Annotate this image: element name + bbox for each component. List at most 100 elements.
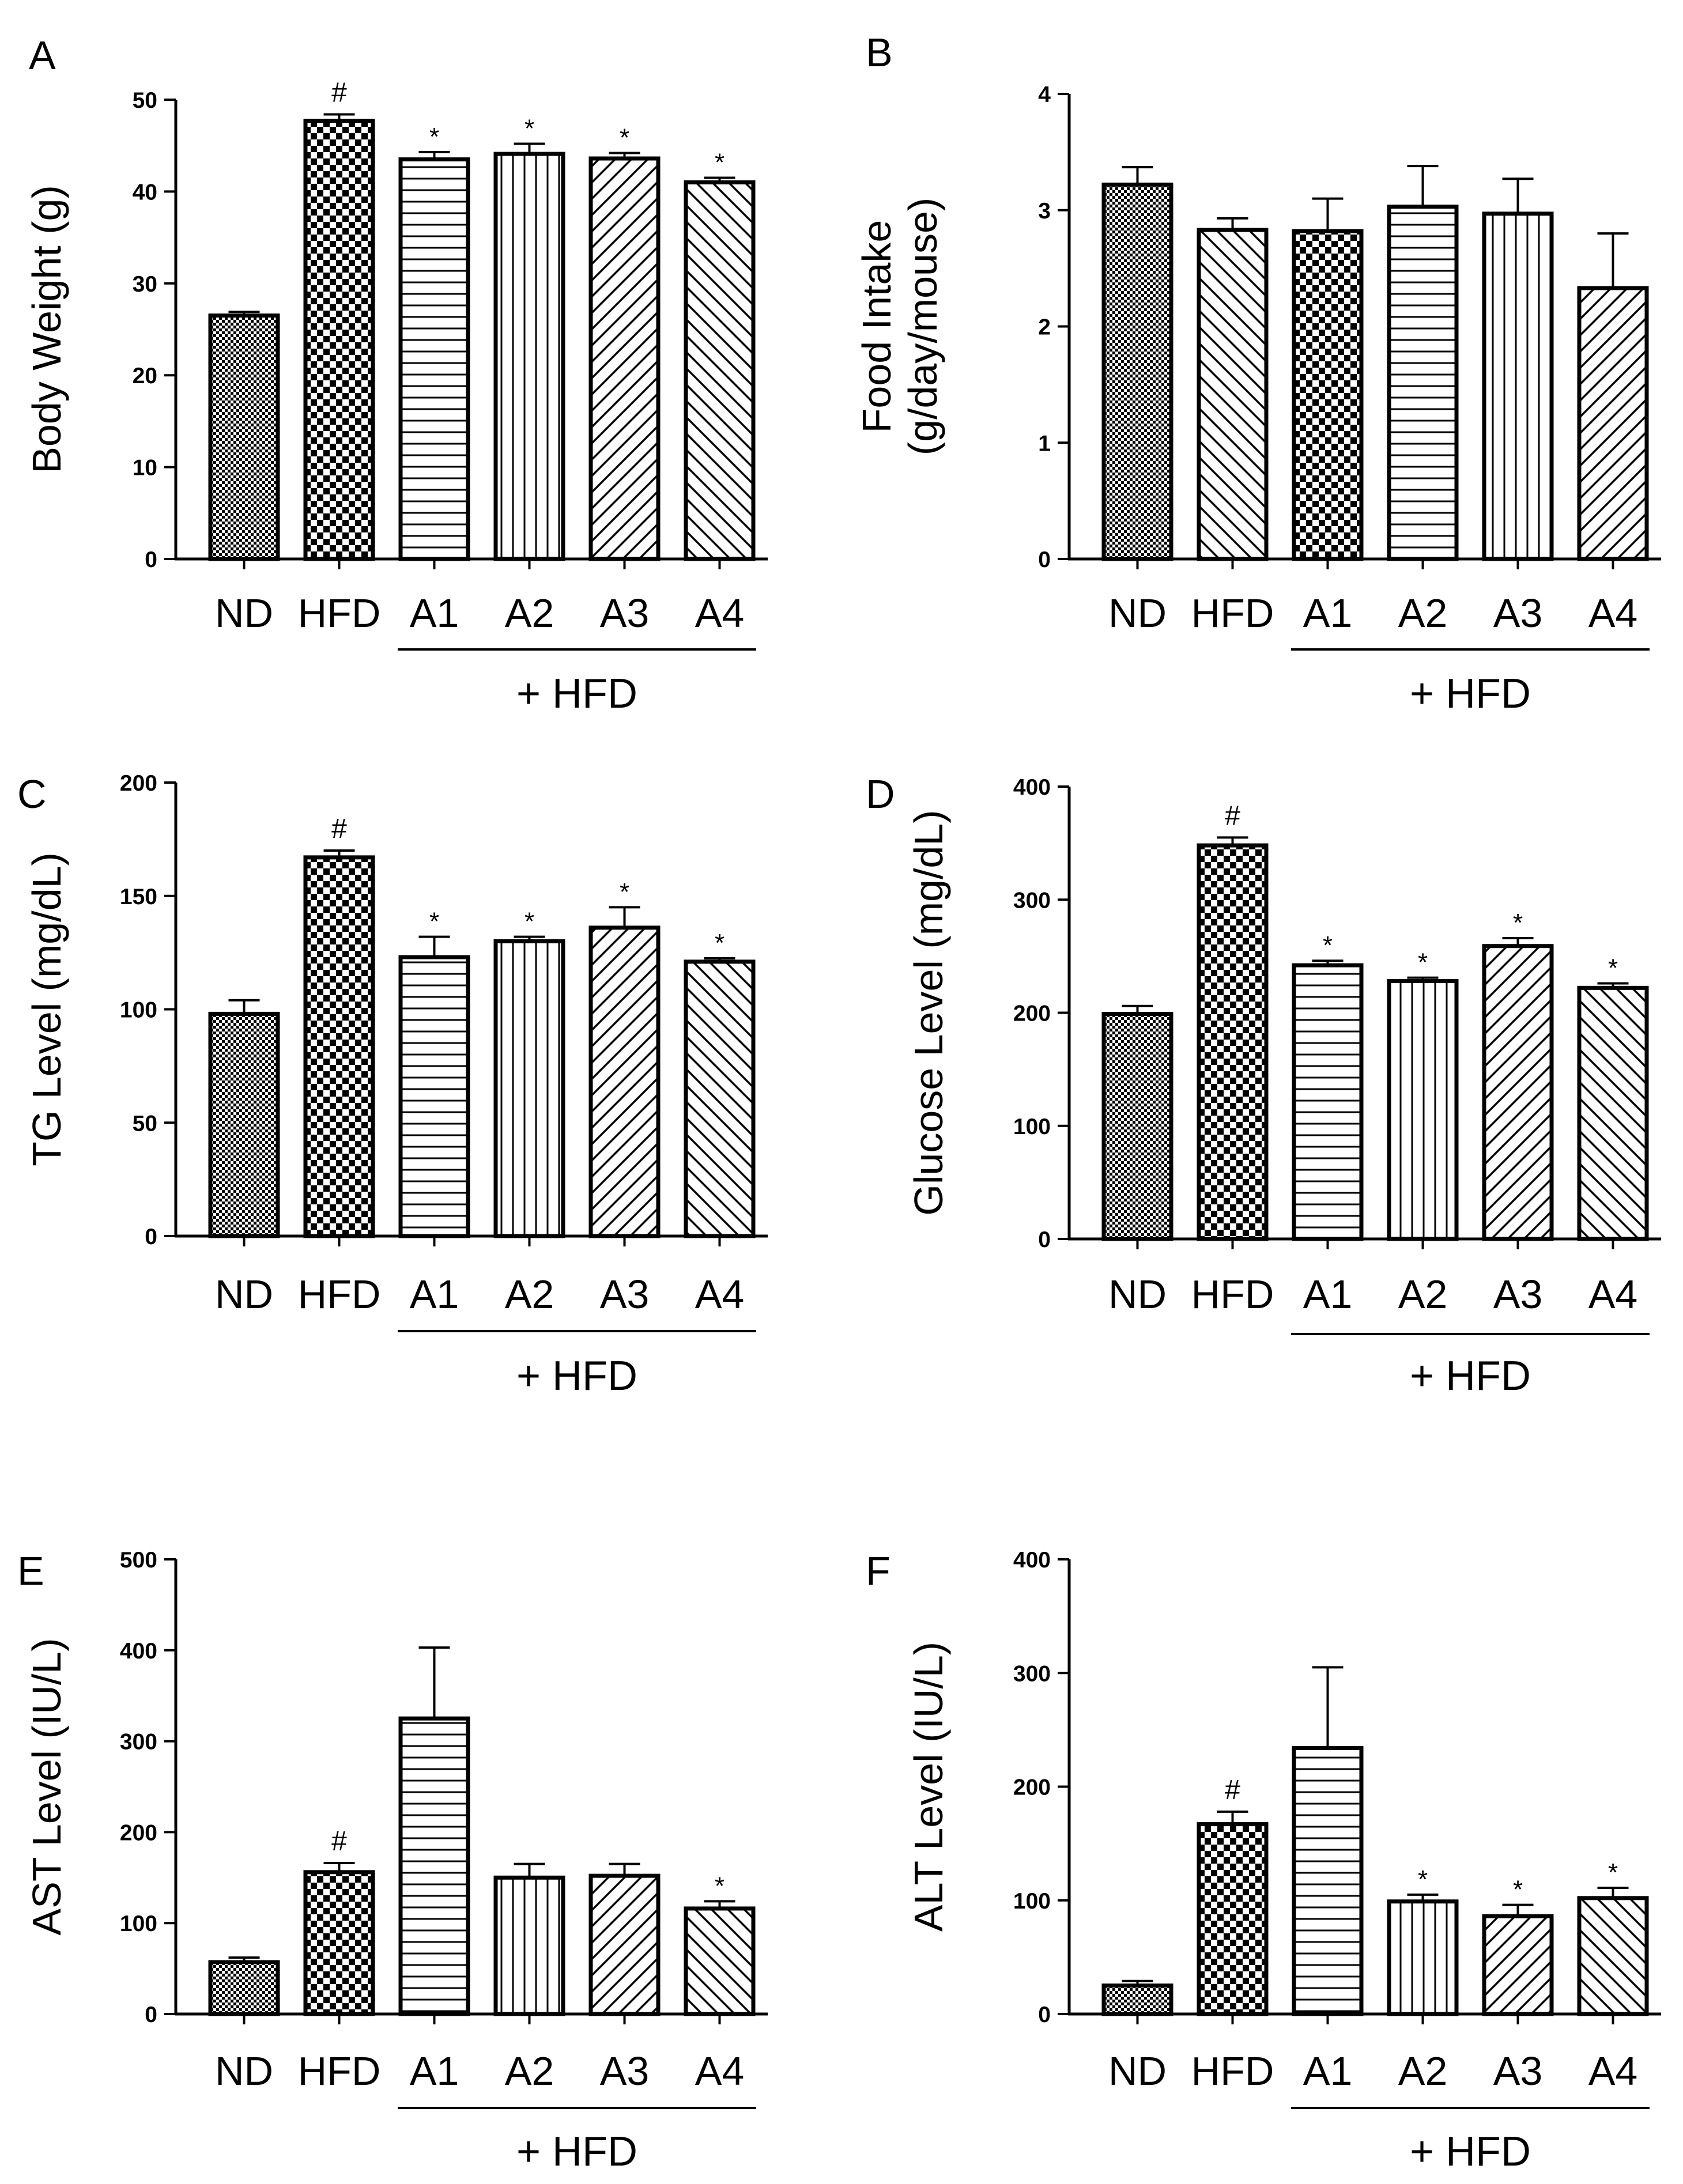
panel-c-xtick-nd: ND: [215, 1272, 273, 1317]
panel-c-ytick-100: 100: [120, 998, 157, 1023]
panel-a-ytick-20: 20: [133, 364, 157, 388]
panel-f-bar-a2: [1387, 1899, 1459, 2016]
panel-f-ytick-200: 200: [1013, 1775, 1051, 1800]
panel-b-group-label: + HFD: [1410, 671, 1531, 717]
panel-c-xtick-a1: A1: [410, 1272, 459, 1317]
panel-a-ytick-30: 30: [133, 272, 157, 297]
panel-a-annotation-hfd: #: [331, 78, 347, 108]
panel-b-ytick-3: 3: [1038, 199, 1051, 224]
panel-b-xtick-a4: A4: [1588, 591, 1638, 636]
panel-e-xtick-hfd: HFD: [298, 2049, 381, 2094]
panel-e-ytick-500: 500: [120, 1548, 157, 1573]
panel-e-bar-a2: [493, 1875, 565, 2016]
panel-e-bar-a3: [588, 1873, 661, 2016]
panel-e-ytick-100: 100: [120, 1911, 157, 1936]
panel-b-xtick-a3: A3: [1493, 591, 1543, 636]
panel-e-group-label: + HFD: [516, 2129, 637, 2175]
panel-e-xtick-a3: A3: [600, 2049, 650, 2094]
panel-b-ytick-4: 4: [1038, 82, 1051, 107]
panel-d-bar-a4: [1577, 985, 1649, 1241]
panel-a-label: A: [29, 33, 56, 78]
panel-a-body-weight-chart: A ND # HFD * A1 * A2 * A3 * A4 0 10 20 30 40 50 Body Weigh…: [24, 33, 768, 717]
panel-b-bar-hfd: [1197, 228, 1269, 561]
panel-f-group-label: + HFD: [1410, 2129, 1531, 2175]
panel-f-ytick-0: 0: [1038, 2002, 1051, 2027]
panel-b-ytick-1: 1: [1038, 431, 1051, 456]
panel-c-xtick-hfd: HFD: [298, 1272, 381, 1317]
panel-f-xtick-nd: ND: [1108, 2049, 1167, 2094]
panel-a-xtick-hfd: HFD: [298, 591, 381, 636]
panel-a-ytick-40: 40: [133, 180, 157, 205]
panel-e-ytick-400: 400: [120, 1639, 157, 1664]
panel-a-annotation-a2: *: [524, 115, 534, 143]
panel-f-label: F: [866, 1548, 890, 1593]
panel-a-bar-a3: [588, 156, 661, 561]
panel-b-ytick-2: 2: [1038, 315, 1051, 340]
panel-b-xtick-nd: ND: [1108, 591, 1167, 636]
panel-c-xtick-a3: A3: [600, 1272, 650, 1317]
panel-d-ytick-200: 200: [1013, 1002, 1051, 1026]
panel-b-bar-a2: [1387, 205, 1459, 561]
panel-b-bar-a4: [1577, 286, 1649, 561]
panel-f-bar-a3: [1482, 1914, 1554, 2016]
panel-c-ytick-150: 150: [120, 885, 157, 909]
panel-c-bar-nd: [208, 1011, 280, 1238]
panel-d-annotation-a3: *: [1513, 909, 1523, 937]
panel-b-y-axis-label-line: Food Intake: [854, 220, 899, 433]
panel-f-ytick-400: 400: [1013, 1548, 1051, 1573]
panel-c-bar-a4: [684, 959, 756, 1238]
panel-d-annotation-a4: *: [1608, 954, 1618, 982]
panel-f-xtick-a4: A4: [1588, 2049, 1638, 2094]
panel-a-y-axis-label: Body Weight (g): [24, 185, 69, 474]
panel-d-annotation-a1: *: [1323, 931, 1333, 959]
panel-e-y-axis-label: AST Level (IU/L): [24, 1638, 69, 1935]
panel-d-bar-a2: [1387, 979, 1459, 1241]
panel-d-bar-hfd: [1197, 843, 1269, 1241]
panel-a-bar-a4: [684, 180, 756, 561]
panel-c-annotation-hfd: #: [331, 814, 347, 844]
panel-a-bar-a1: [398, 157, 470, 561]
panel-f-y-axis-label: ALT Level (IU/L): [906, 1642, 951, 1932]
panel-d-ytick-0: 0: [1038, 1227, 1051, 1252]
panel-d-bar-nd: [1101, 1011, 1173, 1241]
panel-d-bar-a3: [1482, 944, 1554, 1241]
panel-a-annotation-a4: *: [715, 148, 724, 176]
panel-d-bar-a1: [1292, 963, 1364, 1241]
panel-a-annotation-a3: *: [620, 123, 629, 152]
panel-e-bar-a4: [684, 1906, 756, 2016]
panel-f-annotation-a3: *: [1513, 1876, 1523, 1904]
panel-f-annotation-hfd: #: [1225, 1775, 1240, 1805]
panel-d-annotation-hfd: #: [1225, 800, 1240, 831]
panel-d-xtick-hfd: HFD: [1191, 1272, 1274, 1317]
panel-c-xtick-a4: A4: [695, 1272, 745, 1317]
panel-f-bar-a4: [1577, 1896, 1649, 2016]
panel-b-label: B: [866, 30, 893, 75]
panel-a-annotation-a1: *: [429, 123, 439, 151]
panel-e-xtick-a4: A4: [695, 2049, 745, 2094]
panel-e-xtick-nd: ND: [215, 2049, 273, 2094]
panel-e-ytick-200: 200: [120, 1820, 157, 1845]
panel-d-y-axis-label: Glucose Level (mg/dL): [906, 810, 951, 1215]
panel-d-ytick-300: 300: [1013, 888, 1051, 913]
panel-b-y-axis-label: Food Intake(g/day/mouse): [854, 198, 945, 455]
panel-b-xtick-hfd: HFD: [1191, 591, 1274, 636]
panel-e-bar-nd: [208, 1960, 280, 2016]
panel-b-bar-nd: [1101, 182, 1173, 561]
panel-c-bar-a2: [493, 939, 565, 1238]
panel-e-label: E: [17, 1548, 44, 1593]
panel-e-bar-a1: [398, 1716, 470, 2016]
panel-c-annotation-a3: *: [620, 878, 629, 906]
panel-a-xtick-a2: A2: [505, 591, 554, 636]
panel-e-bar-hfd: [303, 1870, 375, 2016]
panel-c-xtick-a2: A2: [505, 1272, 554, 1317]
panel-e-xtick-a1: A1: [410, 2049, 459, 2094]
panel-d-group-label: + HFD: [1410, 1353, 1531, 1399]
panel-e-ytick-300: 300: [120, 1730, 157, 1755]
panel-c-ytick-200: 200: [120, 771, 157, 796]
panel-d-label: D: [866, 772, 895, 817]
panel-f-annotation-a4: *: [1608, 1858, 1618, 1887]
panel-b-ytick-0: 0: [1038, 547, 1051, 572]
panel-e-annotation-a4: *: [715, 1872, 724, 1900]
panel-b-bar-a3: [1482, 211, 1554, 561]
